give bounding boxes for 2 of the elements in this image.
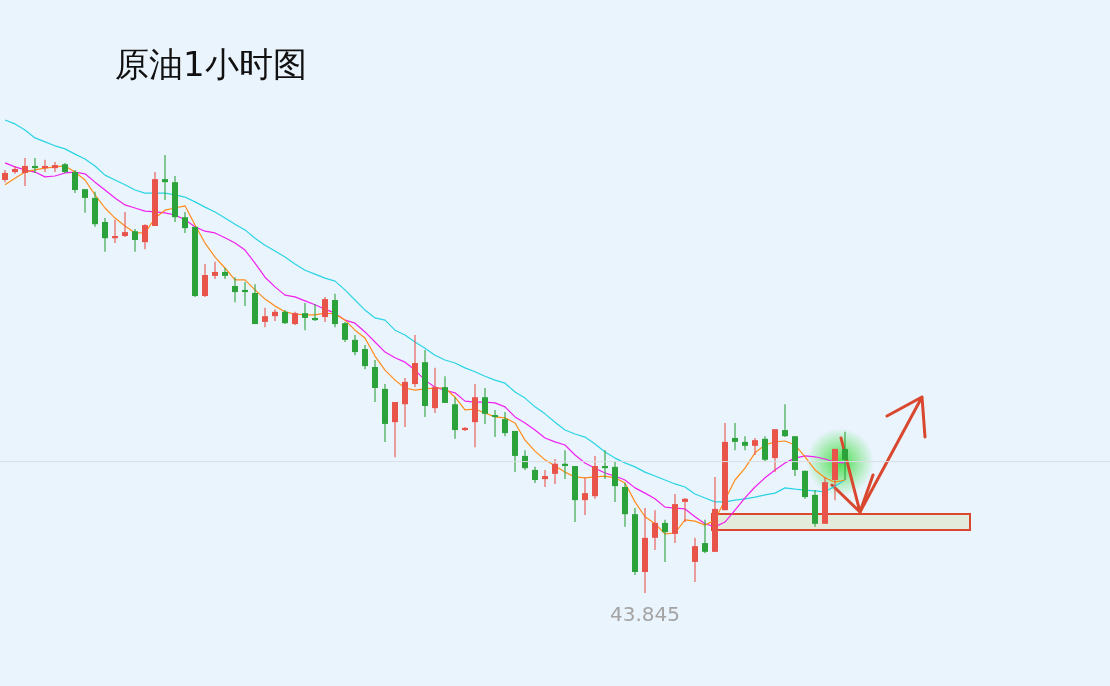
- chart-title: 原油1小时图: [115, 43, 307, 86]
- text: 43.845: [610, 602, 680, 626]
